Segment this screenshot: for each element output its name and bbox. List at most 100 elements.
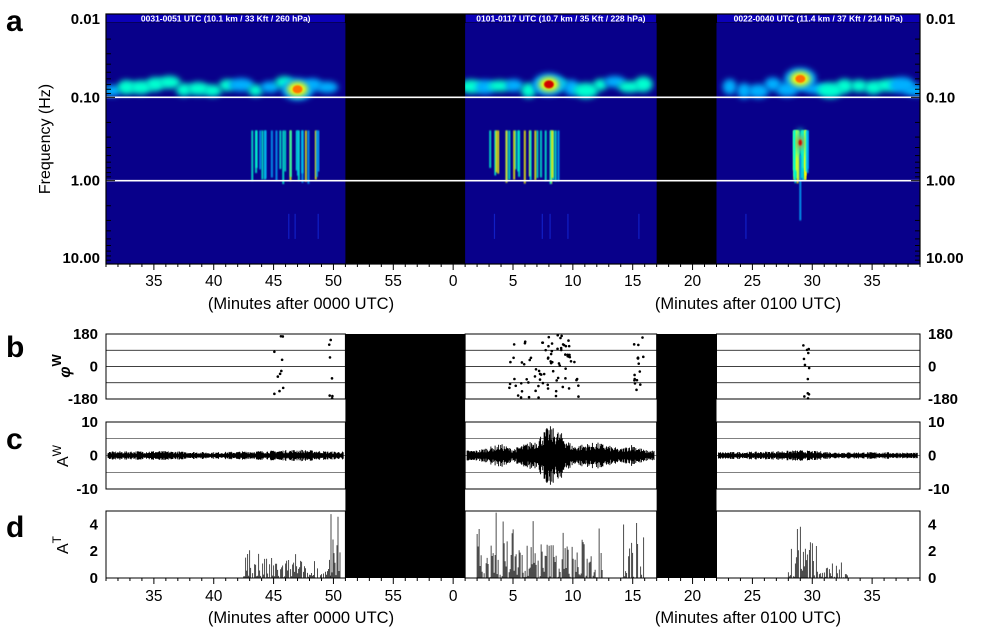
phase-point (528, 358, 532, 362)
amplitude-axis-superscript: T (50, 535, 64, 543)
phase-point (637, 362, 641, 365)
spectral-band-blob (248, 84, 263, 97)
spectral-noise (549, 213, 551, 239)
phase-tick-right: -180 (928, 391, 958, 408)
amplitude-tick-right: 4 (928, 516, 937, 533)
waveform-tick-right: 10 (928, 414, 945, 431)
phase-point (534, 367, 538, 371)
phase-point (564, 353, 567, 356)
segment-banner-block (465, 14, 657, 23)
time-tick-label: 40 (205, 588, 223, 605)
phase-point (279, 334, 283, 338)
phase-point (527, 381, 530, 384)
phase-point (557, 362, 561, 365)
phase-point (556, 333, 560, 337)
amplitude-bars (243, 512, 848, 578)
phase-point (567, 344, 571, 348)
panel-label-b: b (6, 331, 24, 364)
time-tick-label: 45 (265, 588, 282, 605)
reference-lines (106, 96, 920, 182)
phase-point (550, 342, 554, 345)
spectrogram-time-axis: 35 40 45 50 55 0 5 10 15 20 25 30 35 (105, 264, 921, 290)
spectral-streak (793, 130, 796, 177)
frequency-tick-left: 1.00 (71, 173, 100, 190)
phase-point (514, 384, 518, 388)
amplitude-burst (330, 514, 341, 578)
lower-data-gap (345, 334, 466, 578)
time-tick-label: 5 (509, 273, 518, 290)
amplitude-burst (243, 550, 304, 578)
phase-point (546, 387, 550, 390)
phase-frames (105, 333, 921, 400)
panel-label-a: a (6, 5, 23, 38)
frequency-tick-left: 10.00 (62, 250, 100, 267)
spectral-noise (294, 213, 296, 239)
phase-point (533, 375, 537, 378)
phase-point (547, 344, 550, 348)
phase-point (575, 377, 579, 381)
spectral-streak-tail (799, 155, 802, 221)
data-gap (656, 14, 717, 264)
time-tick-label: 20 (684, 588, 702, 605)
phase-point (547, 335, 551, 339)
data-gap (345, 14, 466, 264)
spectral-streak (316, 130, 318, 177)
time-tick-label: 15 (624, 273, 641, 290)
waveform-trace-segment (107, 449, 344, 462)
phase-point (516, 394, 520, 397)
time-tick-label: 35 (145, 588, 162, 605)
phase-point (523, 340, 527, 344)
waveform-tick-left: 0 (90, 448, 98, 465)
spectral-band-blob (488, 80, 512, 92)
phase-point (546, 357, 550, 360)
spectral-streak (255, 130, 257, 173)
phase-point (278, 372, 282, 376)
amplitude-frames (105, 510, 921, 579)
spectral-streak (806, 130, 809, 174)
phase-panel: 180 180 0 0 -180 -180 φW (49, 326, 958, 408)
spectral-streak (284, 130, 286, 172)
phase-point (520, 361, 524, 364)
phase-point (328, 394, 332, 397)
spectral-streak (514, 130, 517, 170)
waveform-trace-segment (466, 426, 655, 485)
spectral-band-blob (316, 81, 339, 93)
phase-point (567, 355, 571, 358)
phase-point (276, 375, 280, 378)
phase-point (633, 382, 637, 385)
phase-point (273, 392, 276, 396)
spectral-streak (549, 130, 552, 184)
spectral-streak (295, 130, 298, 171)
phase-point (632, 343, 636, 346)
frequency-tick-left: 0.10 (71, 89, 100, 106)
phase-point (519, 396, 523, 399)
spectrogram-background (106, 14, 920, 264)
spectral-streak (524, 130, 526, 184)
time-tick-label: 55 (385, 588, 402, 605)
phase-point (558, 364, 562, 367)
phase-point (636, 356, 640, 360)
spectral-band-blob (748, 84, 769, 99)
spectral-streak (544, 130, 547, 181)
spectral-streak (297, 130, 299, 176)
phase-point (512, 343, 516, 346)
waveform-axis-title: AW (50, 444, 72, 467)
phase-axis-superscript: W (49, 354, 64, 367)
frequency-tick-left: 0.01 (71, 11, 100, 28)
spectral-peak (795, 74, 806, 83)
phase-point (633, 373, 636, 377)
time-tick-label: 50 (325, 273, 343, 290)
waveform-panel: 10 10 0 0 -10 -10 AW (50, 414, 950, 498)
frequency-tick-right: 0.01 (926, 11, 955, 28)
time-tick-label: 25 (744, 273, 761, 290)
spectral-streak (554, 130, 557, 182)
time-tick-label: 40 (205, 273, 223, 290)
spectral-band-blob (573, 82, 599, 99)
phase-point (549, 352, 553, 356)
spectral-streak (795, 130, 797, 171)
phase-point (280, 358, 284, 362)
phase-point (803, 395, 806, 398)
phase-point (551, 369, 555, 373)
phase-point (635, 378, 639, 382)
